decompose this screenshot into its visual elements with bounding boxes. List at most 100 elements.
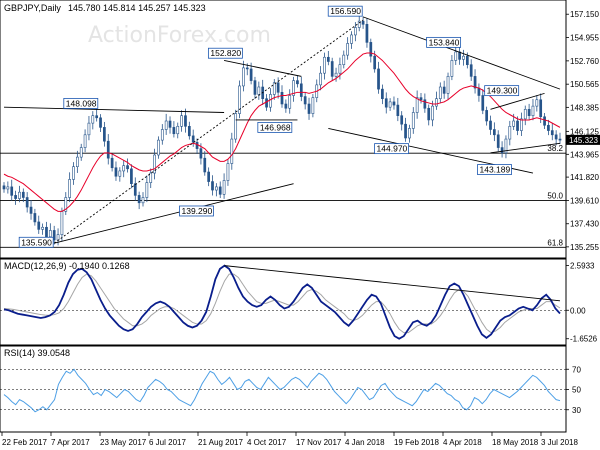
date-axis-label: 4 Oct 2017 (247, 438, 287, 447)
candle-body (361, 20, 365, 25)
macd-title: MACD(12,26,9) -0.1940 0.1268 (4, 261, 130, 271)
candle-body (520, 118, 523, 131)
candle-body (311, 97, 315, 114)
candle-body (427, 107, 431, 121)
candle-body (477, 87, 481, 96)
candle-body (245, 67, 249, 70)
candle-body (284, 103, 288, 109)
price-label-box (179, 205, 214, 217)
candle-body (122, 165, 126, 172)
price-axis-label: 150.565 (570, 80, 599, 89)
candle-body (211, 181, 214, 191)
watermark: ActionForex.com (88, 23, 271, 48)
date-axis-label: 4 Apr 2018 (443, 438, 482, 447)
current-price-text: 145.323 (569, 136, 598, 145)
rising-support-line (490, 142, 561, 154)
candle-body (153, 154, 156, 174)
candle-body (481, 95, 485, 111)
candle-body (454, 51, 458, 61)
date-axis-label: 18 May 2018 (492, 438, 539, 447)
candle-body (338, 64, 342, 74)
support-line-2017 (54, 183, 294, 244)
candle-body (60, 211, 64, 235)
candle-body (21, 191, 25, 198)
candle-body (535, 99, 539, 107)
candle-body (191, 135, 195, 143)
price-axis-label: 157.150 (570, 10, 599, 19)
price-label-box (477, 164, 512, 175)
price-axis-label: 143.965 (570, 150, 599, 159)
candle-body (303, 96, 307, 105)
candle-body (41, 226, 44, 230)
candle-body (253, 80, 257, 95)
rsi-axis-label: 30 (572, 406, 581, 415)
candle-body (342, 54, 346, 65)
price-axis-label: 152.760 (570, 57, 599, 66)
candle-body (558, 138, 562, 141)
candle-body (554, 134, 558, 140)
candle-body (172, 127, 176, 135)
candle-body (149, 172, 153, 183)
candle-body (184, 115, 187, 127)
candle-body (442, 86, 446, 94)
candle-body (500, 147, 504, 154)
resistance-line (3, 106, 225, 113)
rsi-line (3, 368, 561, 413)
candle-body (539, 99, 543, 118)
fib-label: 61.8 (547, 238, 563, 247)
candle-body (373, 55, 377, 70)
candle-body (415, 97, 419, 113)
macd-axis-label: 2.5933 (570, 262, 595, 271)
date-axis-label: 19 Feb 2018 (394, 438, 439, 447)
rsi-axis-label: 70 (572, 365, 581, 374)
price-label-box (18, 236, 54, 248)
rsi-axis-label: 50 (572, 386, 581, 395)
resistance-line-aug (223, 59, 302, 77)
candle-body (48, 230, 52, 238)
price-label: 135.590 (21, 237, 52, 247)
candle-body (396, 104, 400, 116)
macd-panel-frame (0, 258, 567, 346)
ohlc-readout: 145.780 145.814 145.257 145.323 (68, 3, 206, 13)
candle-body (493, 129, 496, 136)
date-axis-label: 4 Jan 2018 (345, 438, 385, 447)
fib-label: 38.2 (547, 144, 563, 153)
candle-body (249, 68, 253, 81)
candle-body (203, 157, 207, 173)
candle-body (485, 110, 488, 122)
price-layer: 38.2 50.0 61.8 148.098 135.590 152.820 146.968… (0, 5, 600, 248)
candle-body (307, 103, 311, 114)
candle-body (400, 115, 404, 125)
fib-label: 50.0 (547, 192, 563, 201)
price-label-box (426, 36, 462, 48)
candle-body (543, 116, 546, 126)
candle-body (516, 120, 519, 131)
candle-body (508, 126, 512, 140)
candle-body (465, 55, 469, 65)
candle-body (547, 124, 550, 131)
candle-body (14, 195, 17, 199)
candle-body (137, 195, 141, 204)
candle-body (222, 180, 226, 195)
date-axis-label: 17 Nov 2017 (296, 438, 342, 447)
candle-body (218, 186, 222, 195)
candle-body (18, 191, 21, 199)
candle-body (157, 139, 160, 156)
candle-body (319, 72, 322, 86)
price-label: 149.300 (487, 86, 518, 96)
price-label-box (484, 85, 520, 97)
candle-body (33, 213, 37, 223)
rsi-layer (0, 368, 566, 413)
candle-body (45, 226, 48, 238)
candle-body (458, 51, 461, 60)
candle-body (215, 186, 218, 191)
candle-body (230, 138, 234, 164)
candle-body (79, 147, 83, 158)
candle-body (187, 126, 191, 137)
candle-body (114, 167, 118, 177)
price-label-box (207, 47, 243, 59)
price-label-box (327, 5, 363, 17)
ma-line (3, 52, 561, 212)
candle-body (346, 43, 349, 56)
